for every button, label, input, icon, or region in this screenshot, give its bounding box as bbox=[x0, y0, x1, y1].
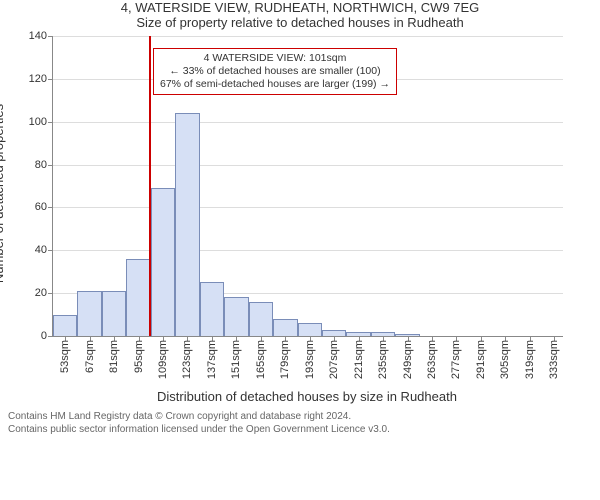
y-axis-label: Number of detached properties bbox=[0, 44, 6, 344]
y-tick-mark bbox=[48, 293, 53, 294]
plot-area: 0204060801001201404 WATERSIDE VIEW: 101s… bbox=[52, 36, 563, 337]
annotation-line: 67% of semi-detached houses are larger (… bbox=[160, 78, 390, 91]
histogram-bar bbox=[102, 291, 126, 336]
grid-line bbox=[53, 122, 563, 123]
grid-line bbox=[53, 250, 563, 251]
grid-line bbox=[53, 165, 563, 166]
chart-container: 4, WATERSIDE VIEW, RUDHEATH, NORTHWICH, … bbox=[0, 0, 600, 500]
x-tick-label: 235sqm bbox=[377, 340, 389, 379]
x-tick-label: 81sqm bbox=[108, 340, 120, 373]
histogram-bar bbox=[126, 259, 150, 336]
x-tick-label: 165sqm bbox=[255, 340, 267, 379]
x-tick-label: 67sqm bbox=[84, 340, 96, 373]
y-tick-label: 80 bbox=[35, 159, 47, 171]
x-tick-label: 305sqm bbox=[499, 340, 511, 379]
histogram-bar bbox=[298, 323, 322, 336]
x-tick-label: 333sqm bbox=[548, 340, 560, 379]
x-tick-label: 263sqm bbox=[426, 340, 438, 379]
y-tick-label: 140 bbox=[29, 30, 47, 42]
footer-line-1: Contains HM Land Registry data © Crown c… bbox=[8, 410, 592, 423]
grid-line bbox=[53, 207, 563, 208]
annotation-line: 4 WATERSIDE VIEW: 101sqm bbox=[160, 52, 390, 65]
histogram-bar bbox=[175, 113, 199, 336]
x-tick-label: 193sqm bbox=[304, 340, 316, 379]
chart-title: 4, WATERSIDE VIEW, RUDHEATH, NORTHWICH, … bbox=[0, 0, 600, 15]
y-tick-mark bbox=[48, 207, 53, 208]
x-tick-label: 207sqm bbox=[328, 340, 340, 379]
y-tick-label: 20 bbox=[35, 287, 47, 299]
x-tick-label: 291sqm bbox=[475, 340, 487, 379]
y-tick-label: 120 bbox=[29, 73, 47, 85]
y-tick-mark bbox=[48, 165, 53, 166]
grid-line bbox=[53, 36, 563, 37]
y-tick-label: 40 bbox=[35, 244, 47, 256]
x-tick-label: 123sqm bbox=[181, 340, 193, 379]
x-tick-label: 137sqm bbox=[206, 340, 218, 379]
histogram-bar bbox=[53, 315, 77, 336]
histogram-bar bbox=[200, 282, 224, 336]
y-tick-mark bbox=[48, 336, 53, 337]
y-tick-mark bbox=[48, 250, 53, 251]
x-tick-label: 319sqm bbox=[524, 340, 536, 379]
histogram-bar bbox=[249, 302, 273, 336]
histogram-bar bbox=[151, 188, 175, 336]
histogram-bar bbox=[224, 297, 248, 336]
y-tick-mark bbox=[48, 79, 53, 80]
x-tick-label: 53sqm bbox=[59, 340, 71, 373]
y-tick-mark bbox=[48, 122, 53, 123]
y-tick-mark bbox=[48, 36, 53, 37]
x-tick-label: 221sqm bbox=[353, 340, 365, 379]
chart-area: Number of detached properties 0204060801… bbox=[52, 36, 600, 337]
y-tick-label: 60 bbox=[35, 201, 47, 213]
x-axis-label: Distribution of detached houses by size … bbox=[52, 389, 562, 404]
x-tick-label: 151sqm bbox=[230, 340, 242, 379]
histogram-bar bbox=[77, 291, 101, 336]
footer: Contains HM Land Registry data © Crown c… bbox=[0, 404, 600, 436]
x-tick-label: 109sqm bbox=[157, 340, 169, 379]
chart-subtitle: Size of property relative to detached ho… bbox=[0, 15, 600, 30]
x-tick-label: 277sqm bbox=[450, 340, 462, 379]
x-tick-label: 95sqm bbox=[133, 340, 145, 373]
annotation-box: 4 WATERSIDE VIEW: 101sqm← 33% of detache… bbox=[153, 48, 397, 95]
footer-line-2: Contains public sector information licen… bbox=[8, 423, 592, 436]
annotation-line: ← 33% of detached houses are smaller (10… bbox=[160, 65, 390, 78]
histogram-bar bbox=[273, 319, 297, 336]
x-tick-label: 179sqm bbox=[279, 340, 291, 379]
y-tick-label: 100 bbox=[29, 116, 47, 128]
x-tick-label: 249sqm bbox=[402, 340, 414, 379]
marker-line bbox=[149, 36, 151, 336]
y-tick-label: 0 bbox=[41, 330, 47, 342]
